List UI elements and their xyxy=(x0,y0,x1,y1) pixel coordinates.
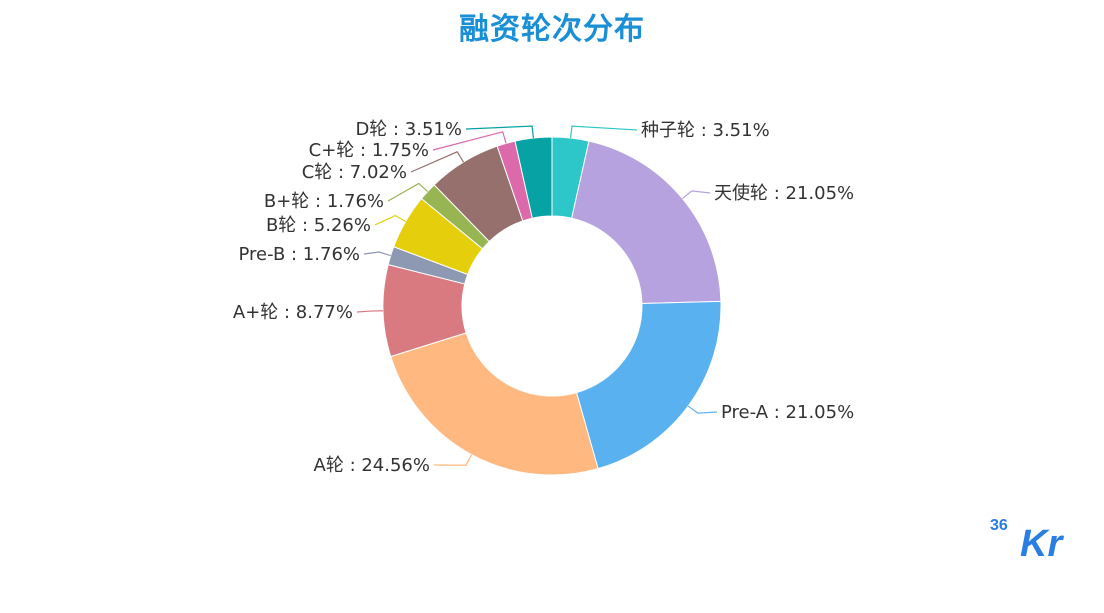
slice-A轮[interactable] xyxy=(390,332,599,476)
slice-label-C轮: C轮 : 7.02% xyxy=(302,162,407,183)
leader-line-C+轮 xyxy=(432,131,507,151)
leader-line-C轮 xyxy=(410,151,465,173)
36kr-logo: 36 Kr xyxy=(990,517,1064,560)
leader-line-B+轮 xyxy=(387,182,429,202)
slice-D轮[interactable] xyxy=(514,136,553,219)
slice-label-A轮: A轮 : 24.56% xyxy=(314,455,430,476)
slices-group xyxy=(382,136,722,476)
slice-label-D轮: D轮 : 3.51% xyxy=(355,119,462,140)
slice-label-Pre-A: Pre-A : 21.05% xyxy=(721,402,854,423)
slice-label-Pre-B: Pre-B : 1.76% xyxy=(238,244,360,265)
leader-line-种子轮 xyxy=(570,125,638,139)
slice-天使轮[interactable] xyxy=(571,140,722,305)
leader-line-D轮 xyxy=(465,125,534,139)
leader-line-A轮 xyxy=(433,454,473,466)
leader-line-A+轮 xyxy=(356,310,384,313)
slice-label-B轮: B轮 : 5.26% xyxy=(266,215,371,236)
leader-lines-group xyxy=(356,125,718,466)
leader-line-B轮 xyxy=(374,214,406,226)
logo-letters: Kr xyxy=(1020,523,1064,560)
leader-line-天使轮 xyxy=(682,190,711,200)
slice-label-C+轮: C+轮 : 1.75% xyxy=(309,140,429,161)
leader-line-Pre-A xyxy=(687,405,718,414)
chart-title: 融资轮次分布 xyxy=(459,12,645,47)
slice-label-天使轮: 天使轮 : 21.05% xyxy=(714,183,854,204)
slice-Pre-A[interactable] xyxy=(575,300,722,470)
slice-labels-group: 种子轮 : 3.51% 天使轮 : 21.05% Pre-A : 21.05% A轮 … xyxy=(233,119,854,476)
slice-label-A+轮: A+轮 : 8.77% xyxy=(233,302,353,323)
leader-line-Pre-B xyxy=(363,251,391,257)
slice-label-种子轮: 种子轮 : 3.51% xyxy=(641,120,770,141)
slice-label-B+轮: B+轮 : 1.76% xyxy=(264,191,384,212)
logo-digits: 36 xyxy=(990,517,1008,534)
